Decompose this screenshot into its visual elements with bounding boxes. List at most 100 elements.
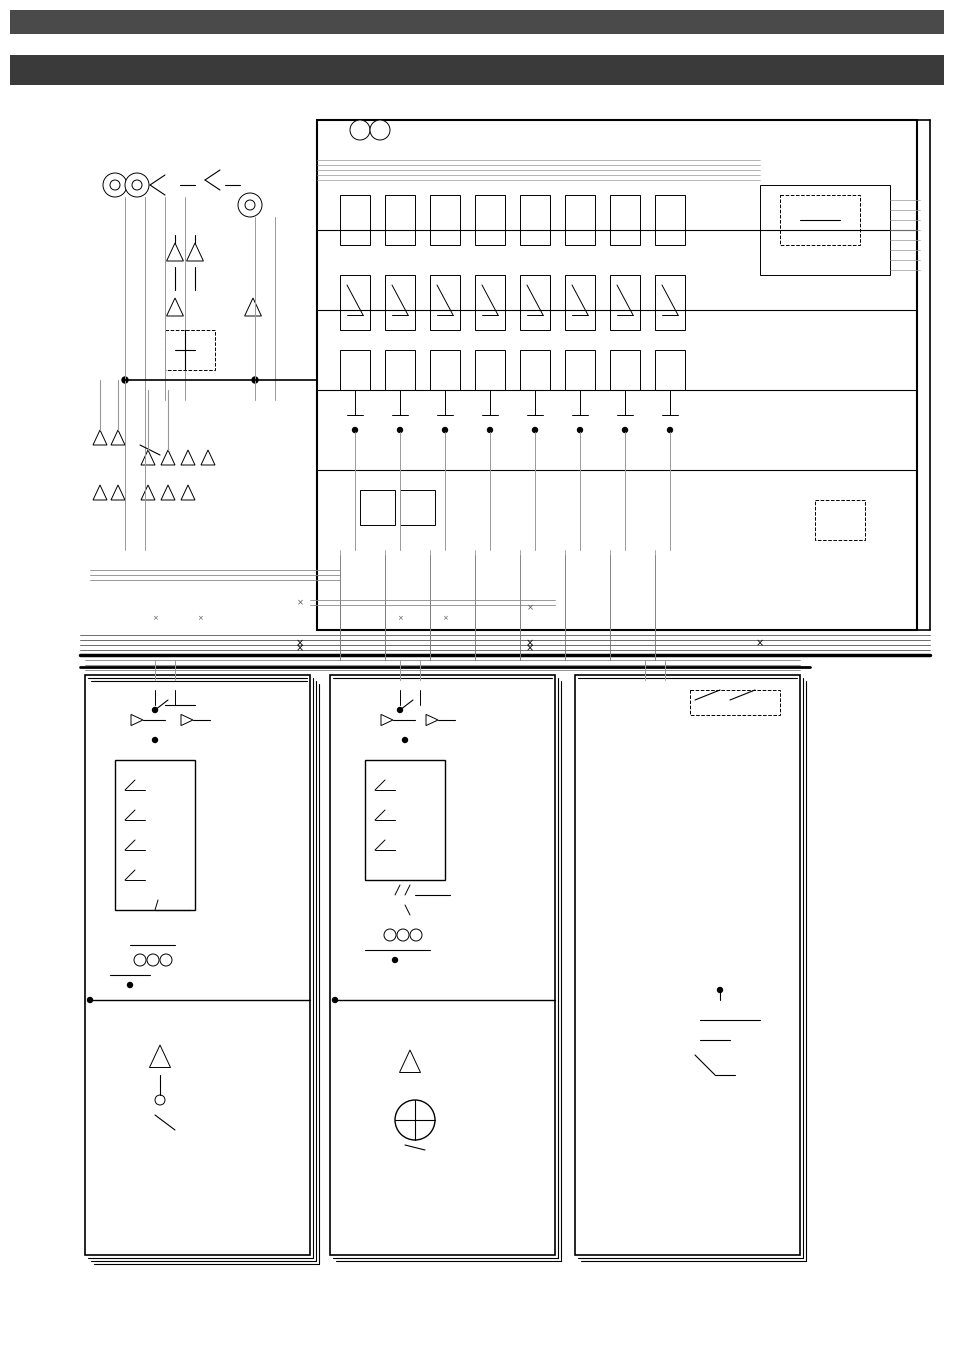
Circle shape	[410, 929, 421, 942]
Circle shape	[370, 120, 390, 141]
Bar	[655, 276, 684, 330]
Circle shape	[352, 427, 357, 432]
Bar	[385, 195, 415, 245]
Polygon shape	[167, 243, 183, 261]
Circle shape	[160, 954, 172, 966]
Bar	[330, 676, 555, 1255]
Polygon shape	[399, 1050, 420, 1073]
Circle shape	[487, 427, 492, 432]
Bar	[115, 761, 194, 911]
Bar	[339, 276, 370, 330]
Text: ×: ×	[525, 638, 534, 648]
Bar	[564, 350, 595, 390]
Text: ×: ×	[525, 643, 534, 653]
Circle shape	[395, 1100, 435, 1140]
Text: ×: ×	[396, 615, 402, 621]
Text: ×: ×	[755, 638, 763, 648]
Polygon shape	[161, 450, 174, 465]
Polygon shape	[201, 450, 214, 465]
Bar	[430, 276, 459, 330]
Polygon shape	[181, 485, 194, 500]
Bar	[10, 55, 943, 85]
Text: ×: ×	[197, 615, 203, 621]
Polygon shape	[92, 485, 107, 500]
Bar	[655, 195, 684, 245]
Circle shape	[384, 929, 395, 942]
Circle shape	[350, 120, 370, 141]
Circle shape	[122, 377, 128, 382]
Polygon shape	[111, 430, 125, 444]
Circle shape	[622, 427, 627, 432]
Circle shape	[397, 427, 402, 432]
Polygon shape	[167, 299, 183, 316]
Circle shape	[392, 958, 397, 962]
Text: ×: ×	[295, 638, 304, 648]
Circle shape	[577, 427, 582, 432]
Circle shape	[152, 738, 157, 743]
Polygon shape	[187, 243, 203, 261]
Circle shape	[252, 377, 257, 382]
Circle shape	[396, 929, 409, 942]
Bar	[359, 490, 395, 526]
Bar	[519, 276, 550, 330]
Text: ×: ×	[526, 604, 533, 612]
Bar	[475, 350, 504, 390]
Polygon shape	[181, 715, 193, 725]
Bar	[365, 761, 444, 880]
Polygon shape	[150, 1046, 171, 1067]
Circle shape	[692, 697, 697, 703]
Polygon shape	[426, 715, 437, 725]
Circle shape	[442, 427, 447, 432]
Circle shape	[397, 708, 402, 712]
Circle shape	[133, 954, 146, 966]
Polygon shape	[131, 715, 143, 725]
Bar	[564, 276, 595, 330]
Circle shape	[103, 173, 127, 197]
Circle shape	[154, 1096, 165, 1105]
Bar	[399, 490, 435, 526]
Circle shape	[147, 954, 159, 966]
Text: ×: ×	[152, 615, 158, 621]
Bar	[609, 195, 639, 245]
Bar	[814, 500, 864, 540]
Bar	[760, 185, 889, 276]
Circle shape	[152, 708, 157, 712]
Circle shape	[110, 180, 120, 190]
Bar	[85, 676, 310, 1255]
Bar	[575, 676, 800, 1255]
Bar	[10, 9, 943, 34]
Bar	[519, 350, 550, 390]
Bar	[475, 276, 504, 330]
Circle shape	[132, 180, 142, 190]
Polygon shape	[380, 715, 393, 725]
Bar	[316, 120, 916, 630]
Bar	[430, 350, 459, 390]
Bar	[339, 195, 370, 245]
Polygon shape	[141, 485, 154, 500]
Bar	[564, 195, 595, 245]
Bar	[339, 350, 370, 390]
Polygon shape	[141, 450, 154, 465]
Circle shape	[717, 988, 721, 993]
Circle shape	[125, 173, 149, 197]
Bar	[475, 195, 504, 245]
Polygon shape	[111, 485, 125, 500]
Bar	[385, 276, 415, 330]
Bar	[609, 276, 639, 330]
Polygon shape	[828, 505, 850, 527]
Bar	[689, 690, 780, 715]
Circle shape	[333, 997, 337, 1002]
Bar	[519, 195, 550, 245]
Circle shape	[245, 200, 254, 209]
Polygon shape	[161, 485, 174, 500]
Polygon shape	[244, 299, 261, 316]
Bar	[430, 195, 459, 245]
Bar	[780, 195, 859, 245]
Bar	[655, 350, 684, 390]
Text: ×: ×	[296, 598, 303, 608]
Circle shape	[237, 193, 262, 218]
Polygon shape	[181, 450, 194, 465]
Circle shape	[88, 997, 92, 1002]
Circle shape	[667, 427, 672, 432]
Circle shape	[402, 738, 407, 743]
